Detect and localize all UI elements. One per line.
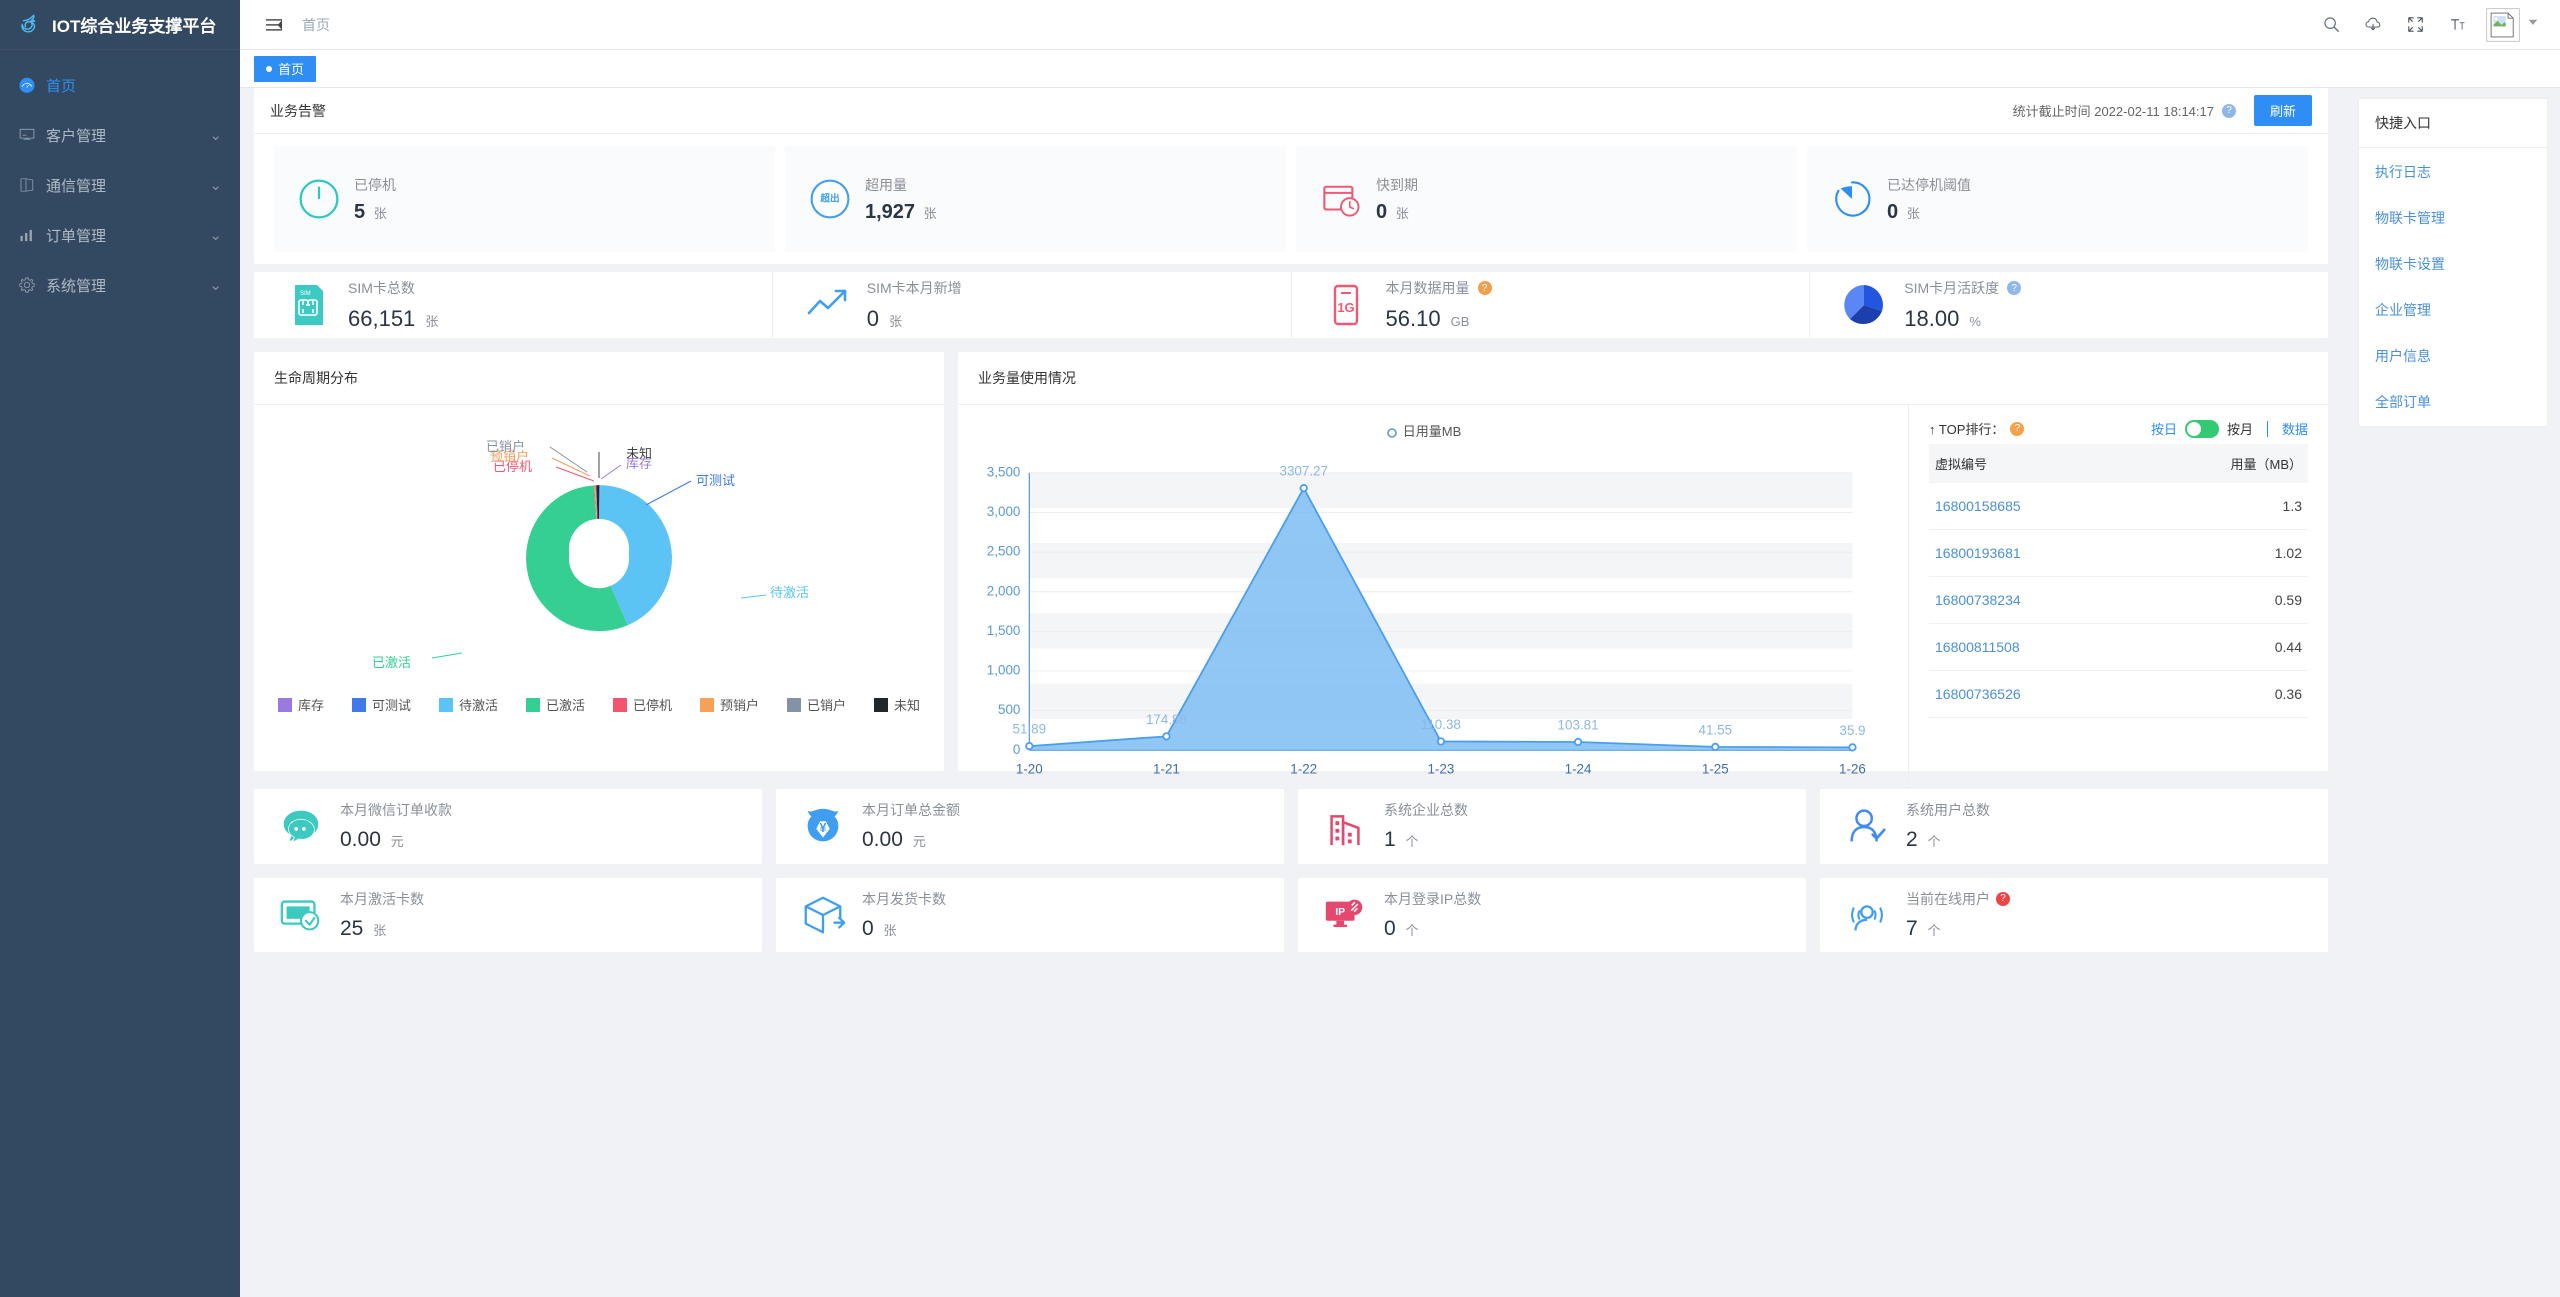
svg-text:¥: ¥ bbox=[820, 821, 827, 835]
svg-text:已销户: 已销户 bbox=[486, 439, 525, 454]
svg-text:103.81: 103.81 bbox=[1558, 717, 1599, 732]
svg-text:51.89: 51.89 bbox=[1013, 722, 1047, 737]
svg-text:1G: 1G bbox=[1337, 300, 1354, 315]
svg-text:1-25: 1-25 bbox=[1702, 761, 1729, 776]
svg-text:0: 0 bbox=[1013, 742, 1020, 757]
svg-text:1-21: 1-21 bbox=[1153, 761, 1180, 776]
svg-text:41.55: 41.55 bbox=[1699, 722, 1733, 737]
svg-text:已激活: 已激活 bbox=[372, 655, 411, 670]
svg-text:1-26: 1-26 bbox=[1839, 761, 1866, 776]
svg-text:1,000: 1,000 bbox=[987, 663, 1021, 678]
svg-text:3,500: 3,500 bbox=[987, 464, 1021, 479]
svg-text:174.86: 174.86 bbox=[1146, 712, 1187, 727]
svg-text:1-23: 1-23 bbox=[1427, 761, 1454, 776]
svg-text:SIM: SIM bbox=[300, 291, 311, 297]
svg-text:110.38: 110.38 bbox=[1421, 717, 1461, 732]
svg-text:1-24: 1-24 bbox=[1565, 761, 1592, 776]
svg-text:1-22: 1-22 bbox=[1290, 761, 1317, 776]
svg-text:待激活: 待激活 bbox=[770, 585, 809, 600]
svg-text:500: 500 bbox=[998, 702, 1020, 717]
svg-text:可测试: 可测试 bbox=[696, 473, 735, 488]
svg-text:1-20: 1-20 bbox=[1016, 761, 1043, 776]
svg-text:2,000: 2,000 bbox=[987, 583, 1021, 598]
svg-text:35.9: 35.9 bbox=[1839, 723, 1865, 738]
svg-text:1,500: 1,500 bbox=[987, 623, 1021, 638]
svg-text:超出: 超出 bbox=[819, 193, 839, 205]
svg-text:2,500: 2,500 bbox=[987, 544, 1021, 559]
svg-text:3307.27: 3307.27 bbox=[1279, 464, 1327, 479]
svg-text:3,000: 3,000 bbox=[987, 504, 1021, 519]
svg-text:库存: 库存 bbox=[626, 456, 652, 471]
svg-text:IP: IP bbox=[1335, 906, 1345, 918]
